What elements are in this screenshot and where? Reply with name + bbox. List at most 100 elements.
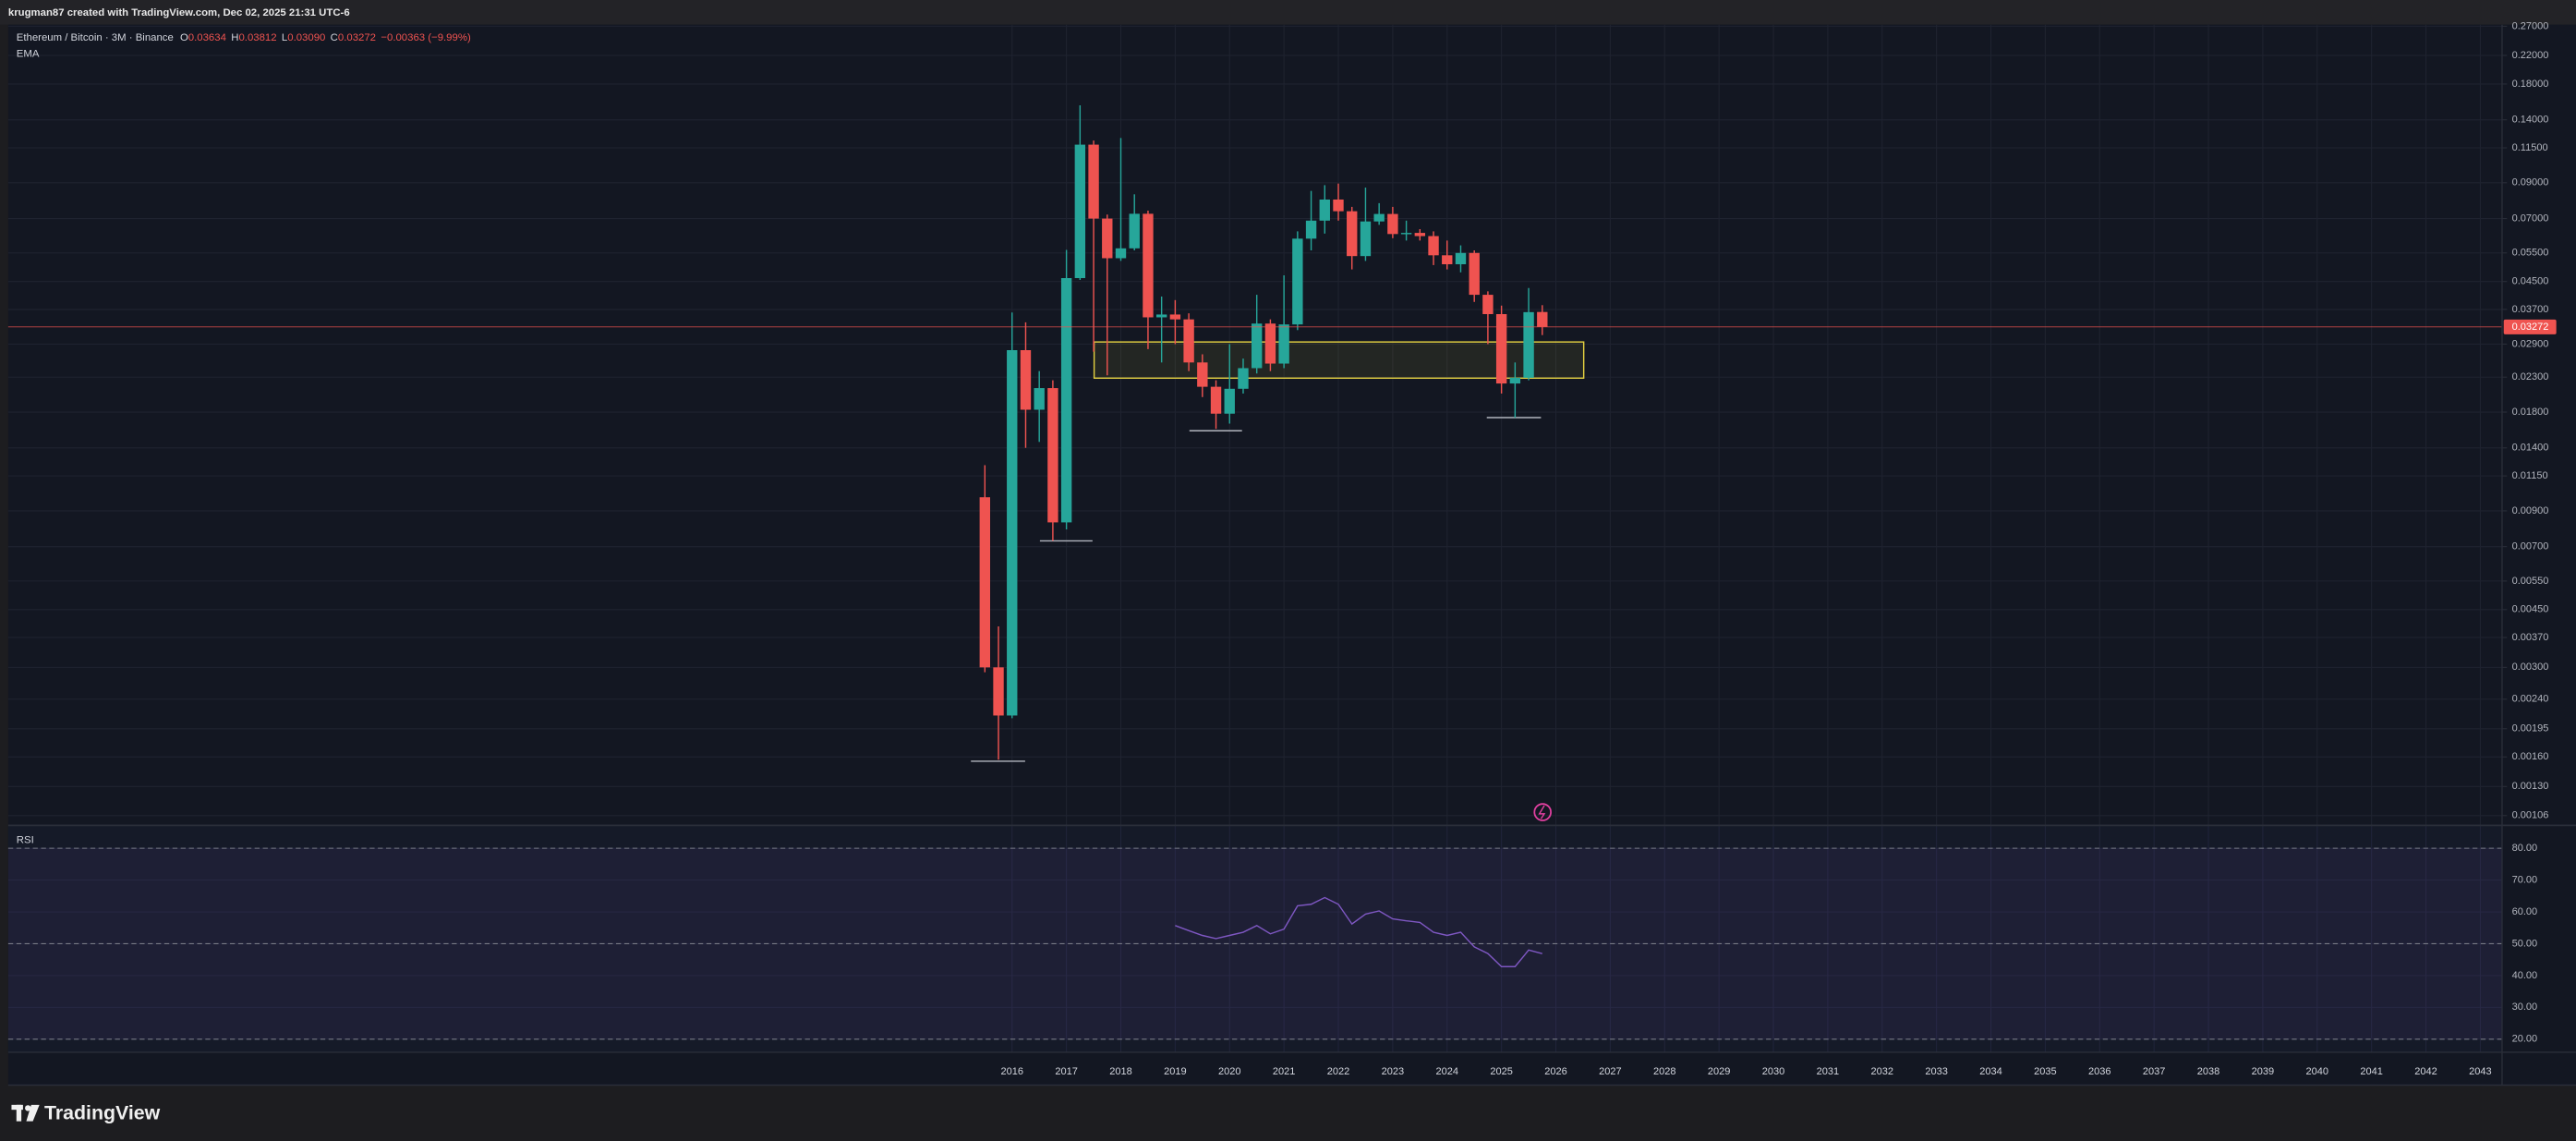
y-tick-label: 0.03700 [2512,304,2549,315]
indicator-label[interactable]: EMA [17,49,40,60]
candle-body [1115,248,1127,259]
candle-body [1074,144,1086,278]
event-icon-bolt [1538,805,1546,819]
y-tick-label: 0.01150 [2512,470,2548,481]
symbol-legend: Ethereum / Bitcoin · 3M · Binance O0.0363… [17,32,471,43]
event-icon[interactable] [1533,803,1552,821]
x-tick-label: 2038 [2197,1066,2220,1077]
y-tick-label: 50.00 [2512,938,2538,949]
x-tick-label: 2023 [1382,1066,1405,1077]
marks [7,104,2502,967]
y-tick-label: 0.00160 [2512,751,2549,762]
candle-body [1169,314,1181,320]
candle-body [1020,349,1032,410]
candle-body [1224,388,1235,414]
candle-body [1482,295,1494,314]
x-tick-label: 2025 [1490,1066,1513,1077]
candle-body [1155,314,1167,318]
x-tick-label: 2031 [1817,1066,1840,1077]
y-tick-label: 0.14000 [2512,115,2549,126]
legend-key: O [180,32,188,43]
y-tick-label: 20.00 [2512,1034,2538,1045]
candle-body [1319,199,1330,221]
x-tick-label: 2030 [1762,1066,1785,1077]
candle-body [1183,319,1194,363]
y-tick-label: 0.09000 [2512,177,2549,188]
last-price-label: 0.03272 [2512,322,2549,333]
candle-body [1305,220,1317,239]
candle-body [1387,213,1398,235]
candle-body [1292,238,1303,325]
y-tick-label: 0.00700 [2512,541,2549,552]
rsi-line [1175,896,1542,967]
legend-value: 0.03090 [287,32,325,43]
candle-body [1333,199,1344,212]
x-tick-label: 2019 [1164,1066,1187,1077]
y-tick-label: 80.00 [2512,843,2538,854]
x-tick-label: 2043 [2469,1066,2492,1077]
y-tick-label: 0.00130 [2512,781,2549,792]
candle-body [1088,144,1099,219]
y-tick-label: 0.02300 [2512,371,2549,382]
x-tick-label: 2035 [2034,1066,2057,1077]
y-tick-label: 0.00106 [2512,810,2549,821]
x-tick-label: 2027 [1599,1066,1622,1077]
x-tick-label: 2016 [1000,1066,1023,1077]
legend-value: 0.03272 [338,32,376,43]
y-tick-label: 0.07000 [2512,212,2549,224]
brand[interactable]: TradingView [44,1101,161,1123]
legend-change: −0.00363 (−9.99%) [381,32,471,43]
candle-body [1238,368,1249,389]
x-tick-label: 2022 [1327,1066,1350,1077]
x-tick-label: 2042 [2414,1066,2437,1077]
candle-body [1373,213,1385,222]
y-tick-label: 0.05500 [2512,248,2549,259]
x-tick-label: 2018 [1109,1066,1132,1077]
x-tick-label: 2020 [1218,1066,1241,1077]
y-tick-label: 0.18000 [2512,79,2549,90]
candle-body [993,667,1004,716]
logo-part [26,1104,40,1122]
zone-rectangle [1093,341,1585,380]
y-tick-label: 40.00 [2512,970,2538,981]
candle-body [1143,213,1154,318]
y-tick-label: 0.27000 [2512,20,2549,31]
symbol: Ethereum / Bitcoin · 3M · Binance [17,32,174,43]
y-tick-label: 0.01400 [2512,443,2549,454]
y-tick-label: 0.04500 [2512,276,2549,287]
candle-body [1060,277,1072,523]
y-tick-label: 0.00195 [2512,723,2549,734]
candle-body [979,497,991,668]
candle-body [1455,252,1467,265]
candle-body [1347,211,1358,257]
x-tick-label: 2029 [1708,1066,1731,1077]
candle-body [1537,311,1548,327]
y-tick-label: 60.00 [2512,906,2538,917]
x-tick-label: 2039 [2252,1066,2275,1077]
rsi-label[interactable]: RSI [17,834,34,845]
candle-body [1047,388,1058,523]
last-price-badge [2503,319,2557,334]
labels: 0.27000 0.22000 0.18000 0.14000 0.11500 0.090… [1000,20,2557,1077]
x-tick-label: 2024 [1436,1066,1459,1077]
y-tick-label: 0.11500 [2512,142,2548,153]
y-tick-label: 0.00550 [2512,576,2549,587]
x-tick-label: 2036 [2088,1066,2111,1077]
attribution: krugman87 created with TradingView.com, … [8,7,350,18]
candle-body [1278,324,1289,364]
candle-body [1509,377,1521,384]
y-tick-label: 0.02900 [2512,338,2549,349]
candle-body [1414,233,1426,237]
candle-body [1428,236,1439,256]
x-tick-label: 2032 [1871,1066,1894,1077]
y-tick-label: 0.00900 [2512,505,2549,516]
x-tick-label: 2033 [1925,1066,1948,1077]
candle-body [1007,349,1018,716]
candle-body [1495,313,1507,384]
y-tick-label: 0.01800 [2512,407,2549,418]
x-tick-label: 2041 [2360,1066,2383,1077]
candle-body [1360,221,1372,257]
candle-body [1442,255,1453,265]
top-bar [0,0,2576,25]
